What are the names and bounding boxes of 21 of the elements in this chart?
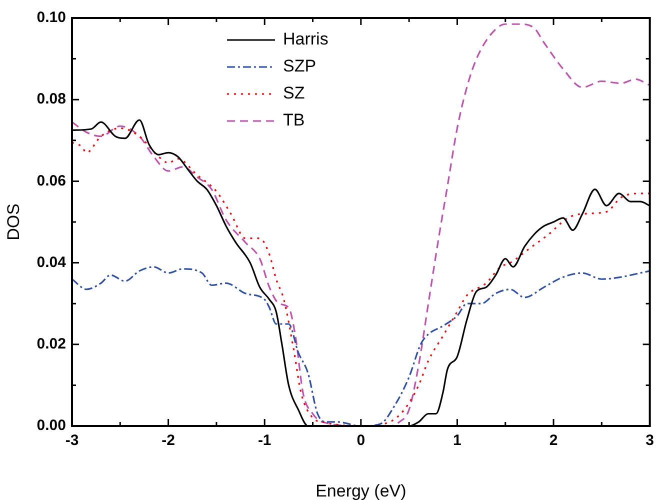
y-tick-label: 0.04 <box>36 254 67 271</box>
y-tick-label: 0.02 <box>36 336 66 353</box>
line-series <box>72 266 650 426</box>
x-tick-label: 0 <box>356 432 366 450</box>
legend-label: SZ <box>283 84 305 103</box>
x-tick-label: -3 <box>65 432 79 450</box>
x-tick-label: 2 <box>549 432 558 450</box>
line-series <box>72 23 650 426</box>
y-tick-label: 0.00 <box>36 417 66 434</box>
x-tick-label: 3 <box>646 432 654 450</box>
legend-label: TB <box>283 110 305 130</box>
legend-label: Harris <box>283 30 328 49</box>
x-tick-label: -1 <box>258 432 272 450</box>
x-tick-label: 1 <box>453 432 462 450</box>
x-axis-title: Energy (eV) <box>316 481 406 500</box>
y-tick-label: 0.08 <box>36 90 66 108</box>
y-axis-title: DOS <box>4 204 23 240</box>
legend-label: SZP <box>283 56 316 76</box>
y-tick-label: 0.10 <box>36 9 66 26</box>
x-tick-label: -2 <box>162 432 175 450</box>
y-tick-label: 0.06 <box>36 172 66 190</box>
